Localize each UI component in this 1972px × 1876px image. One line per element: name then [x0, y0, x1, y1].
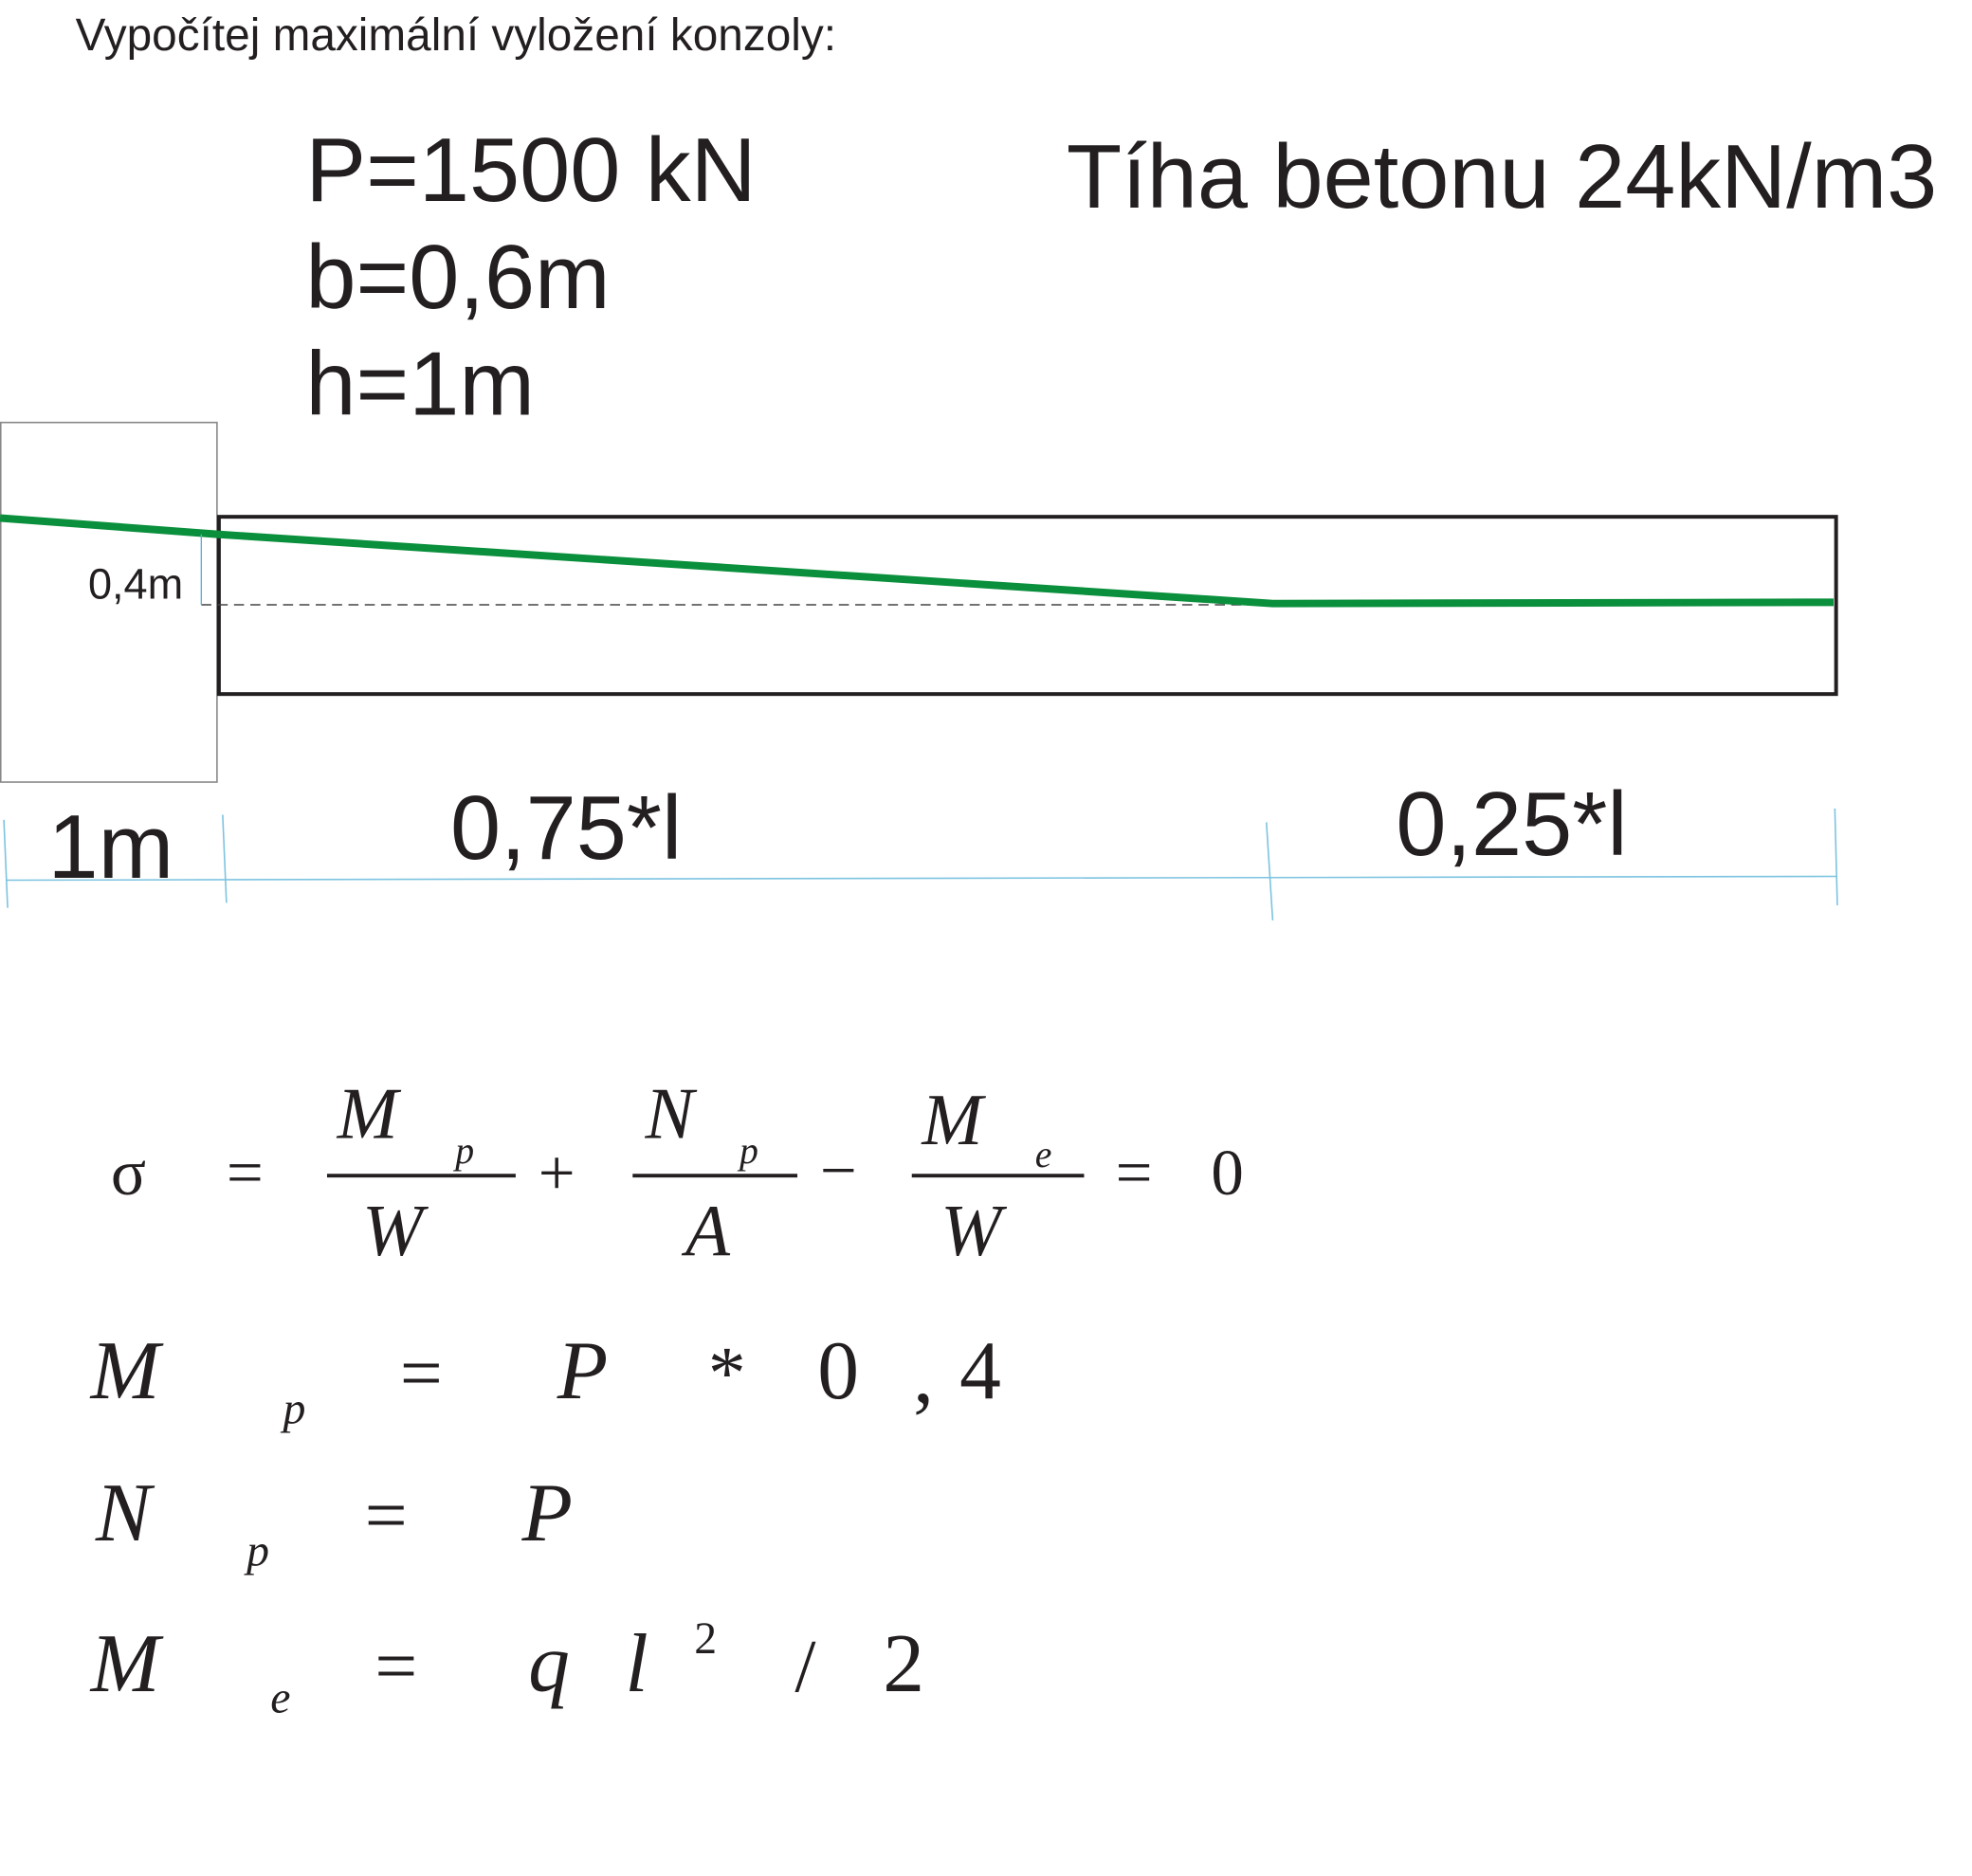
symbol: =	[227, 1137, 264, 1209]
symbol: W	[940, 1190, 1007, 1271]
parameter: b=0,6m	[305, 228, 610, 328]
subscript: p	[737, 1130, 758, 1172]
equation: σ = M p W + N p A − M e W = 0	[111, 1072, 1244, 1270]
symbol: /	[794, 1625, 816, 1708]
symbol: +	[539, 1137, 575, 1209]
symbol: =	[1116, 1137, 1153, 1209]
parameter: P=1500 kN	[305, 120, 756, 221]
symbol: q	[528, 1617, 570, 1709]
concrete-weight: Tíha betonu 24kN/m3	[1067, 127, 1937, 228]
symbol: −	[820, 1134, 857, 1206]
equation: M p = P * 0 , 4	[89, 1324, 1001, 1434]
symbol: N	[645, 1072, 698, 1154]
symbol: P	[557, 1324, 608, 1416]
subscript: p	[244, 1525, 269, 1575]
symbol: 4	[959, 1324, 1001, 1416]
superscript: 2	[694, 1613, 717, 1664]
symbol: P	[521, 1466, 573, 1558]
symbol: N	[95, 1466, 155, 1558]
symbol: =	[374, 1625, 417, 1708]
symbol: M	[89, 1324, 164, 1416]
subscript: e	[1035, 1134, 1052, 1175]
title: Vypočítej maximální vyložení konzoly:	[76, 10, 836, 61]
dimension-label: 0,75*l	[450, 778, 682, 879]
symbol: l	[625, 1617, 648, 1709]
symbol: 0	[817, 1324, 859, 1416]
equation: M e = q l 2 / 2	[89, 1613, 924, 1722]
parameter: h=1m	[305, 335, 535, 435]
symbol: A	[681, 1190, 731, 1271]
symbol: σ	[111, 1137, 146, 1209]
subscript: p	[281, 1383, 306, 1433]
subscript: e	[270, 1673, 290, 1723]
dimension-label: 0,25*l	[1396, 774, 1627, 875]
dimension-line	[3, 808, 1838, 920]
symbol: M	[337, 1072, 402, 1154]
dimension-label: 0,4m	[88, 559, 183, 608]
symbol: *	[708, 1332, 746, 1415]
symbol: =	[400, 1332, 443, 1415]
subscript: p	[452, 1130, 474, 1172]
symbol: M	[89, 1617, 164, 1709]
symbol: 2	[883, 1617, 924, 1709]
symbol: M	[921, 1079, 986, 1160]
symbol: =	[365, 1474, 408, 1557]
symbol: 0	[1211, 1137, 1243, 1209]
pressure-line	[0, 514, 1835, 608]
symbol: ,	[913, 1328, 934, 1420]
equation: N p = P	[95, 1466, 573, 1576]
dimension-label: 1m	[48, 797, 174, 898]
symbol: W	[362, 1190, 429, 1271]
